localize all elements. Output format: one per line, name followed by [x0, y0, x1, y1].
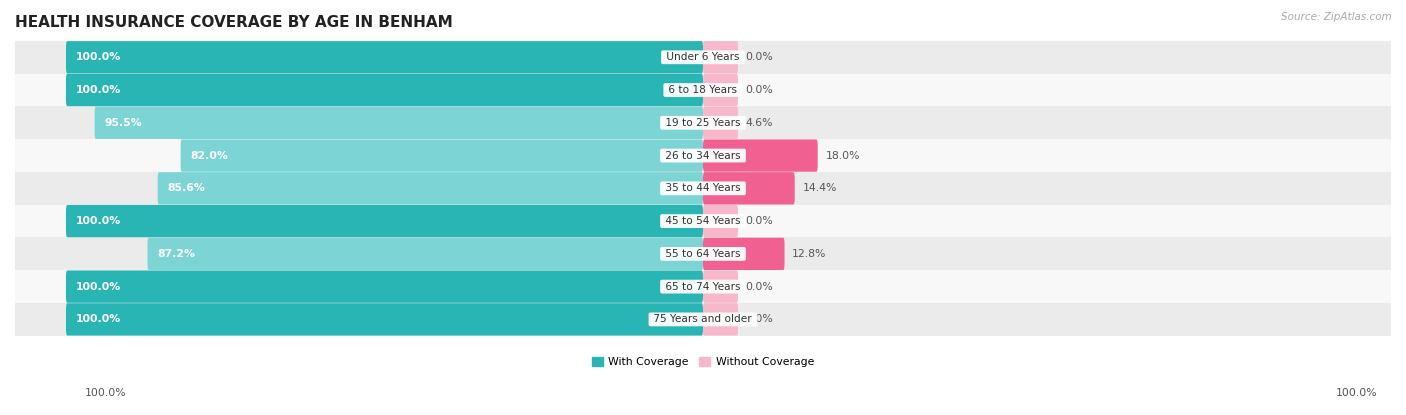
FancyBboxPatch shape — [94, 107, 703, 139]
Text: 4.6%: 4.6% — [745, 118, 773, 128]
Text: 95.5%: 95.5% — [104, 118, 142, 128]
Text: 75 Years and older: 75 Years and older — [651, 315, 755, 325]
Text: 100.0%: 100.0% — [76, 315, 121, 325]
Text: 100.0%: 100.0% — [76, 52, 121, 62]
Text: 0.0%: 0.0% — [745, 216, 773, 226]
Text: 14.4%: 14.4% — [803, 183, 837, 193]
FancyBboxPatch shape — [180, 139, 703, 172]
FancyBboxPatch shape — [66, 205, 703, 237]
FancyBboxPatch shape — [66, 303, 703, 336]
Bar — [15, 172, 1391, 205]
Bar — [15, 41, 1391, 73]
Text: 100.0%: 100.0% — [76, 216, 121, 226]
Text: 100.0%: 100.0% — [76, 85, 121, 95]
Text: 19 to 25 Years: 19 to 25 Years — [662, 118, 744, 128]
Text: 12.8%: 12.8% — [792, 249, 827, 259]
Text: 0.0%: 0.0% — [745, 315, 773, 325]
Text: HEALTH INSURANCE COVERAGE BY AGE IN BENHAM: HEALTH INSURANCE COVERAGE BY AGE IN BENH… — [15, 15, 453, 30]
Text: 0.0%: 0.0% — [745, 52, 773, 62]
FancyBboxPatch shape — [703, 139, 818, 172]
Text: 55 to 64 Years: 55 to 64 Years — [662, 249, 744, 259]
Bar — [15, 205, 1391, 237]
Bar — [15, 303, 1391, 336]
Text: Source: ZipAtlas.com: Source: ZipAtlas.com — [1281, 12, 1392, 22]
Text: 100.0%: 100.0% — [1336, 388, 1378, 398]
Text: 35 to 44 Years: 35 to 44 Years — [662, 183, 744, 193]
Text: 18.0%: 18.0% — [825, 151, 860, 161]
Bar — [15, 139, 1391, 172]
Text: 100.0%: 100.0% — [76, 282, 121, 292]
FancyBboxPatch shape — [66, 74, 703, 106]
FancyBboxPatch shape — [703, 238, 785, 270]
Bar — [15, 106, 1391, 139]
Text: 85.6%: 85.6% — [167, 183, 205, 193]
Text: Under 6 Years: Under 6 Years — [664, 52, 742, 62]
Text: 0.0%: 0.0% — [745, 85, 773, 95]
FancyBboxPatch shape — [66, 271, 703, 303]
Text: 6 to 18 Years: 6 to 18 Years — [665, 85, 741, 95]
FancyBboxPatch shape — [157, 172, 703, 205]
FancyBboxPatch shape — [703, 303, 738, 336]
FancyBboxPatch shape — [703, 107, 738, 139]
FancyBboxPatch shape — [703, 41, 738, 73]
FancyBboxPatch shape — [148, 238, 703, 270]
Bar — [15, 73, 1391, 106]
Text: 0.0%: 0.0% — [745, 282, 773, 292]
Text: 26 to 34 Years: 26 to 34 Years — [662, 151, 744, 161]
Text: 82.0%: 82.0% — [190, 151, 228, 161]
Bar — [15, 270, 1391, 303]
Text: 65 to 74 Years: 65 to 74 Years — [662, 282, 744, 292]
Text: 87.2%: 87.2% — [157, 249, 195, 259]
FancyBboxPatch shape — [703, 271, 738, 303]
Text: 45 to 54 Years: 45 to 54 Years — [662, 216, 744, 226]
Text: 100.0%: 100.0% — [84, 388, 127, 398]
Bar — [15, 237, 1391, 270]
Legend: With Coverage, Without Coverage: With Coverage, Without Coverage — [588, 353, 818, 372]
FancyBboxPatch shape — [703, 205, 738, 237]
FancyBboxPatch shape — [703, 74, 738, 106]
FancyBboxPatch shape — [66, 41, 703, 73]
FancyBboxPatch shape — [703, 172, 794, 205]
